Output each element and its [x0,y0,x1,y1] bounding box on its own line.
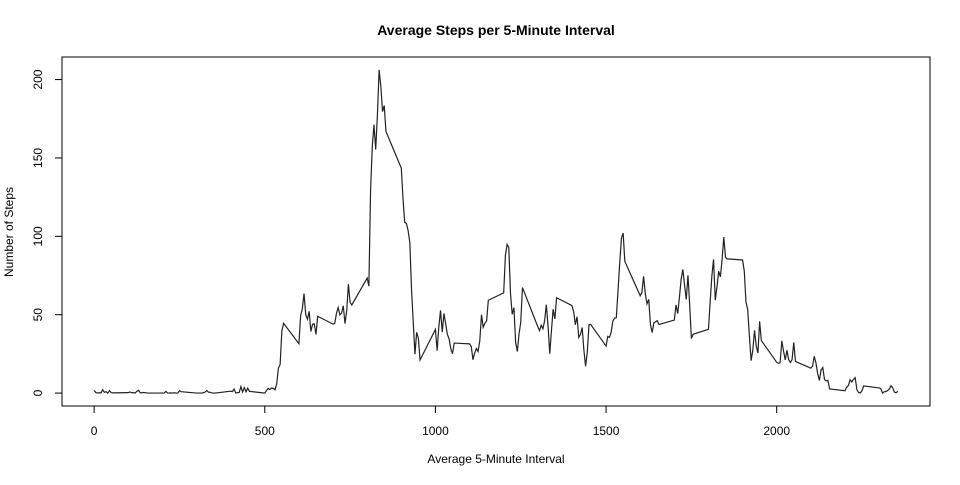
x-tick-label: 1000 [422,424,449,438]
chart-title: Average Steps per 5-Minute Interval [377,22,615,38]
y-tick-label: 0 [31,389,45,396]
x-tick-label: 1500 [593,424,620,438]
y-tick-label: 150 [31,148,45,168]
y-axis-label: Number of Steps [2,187,16,277]
x-tick-label: 0 [91,424,98,438]
x-tick-label: 2000 [763,424,790,438]
y-tick-label: 100 [31,226,45,246]
y-tick-label: 50 [31,308,45,322]
plot-frame [61,56,931,407]
y-tick-label: 200 [31,69,45,89]
x-tick-label: 500 [255,424,275,438]
data-line [93,69,899,395]
x-axis-label: Average 5-Minute Interval [427,452,564,466]
